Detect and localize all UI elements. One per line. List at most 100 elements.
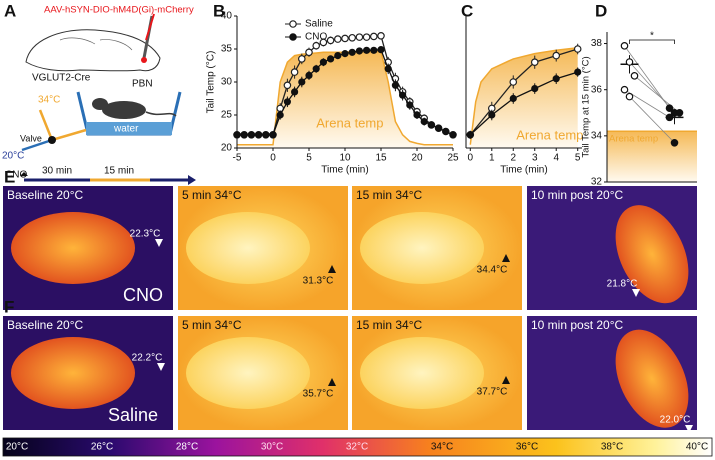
x-tick-label: 10	[339, 153, 351, 164]
panel-letter: E	[4, 167, 15, 186]
marker	[348, 48, 356, 56]
marker	[297, 55, 306, 63]
x-tick-label: 15	[375, 153, 387, 164]
x-tick-label: -5	[233, 153, 242, 164]
temp-reading: 31.3°C	[303, 276, 334, 287]
marker	[283, 81, 292, 90]
panel-letter: C	[461, 1, 473, 20]
panel-a: A AAV-hSYN-DIO-hM4D(Gi)-mCherry VGLUT2-C…	[2, 1, 196, 185]
y-tick-label: 30	[221, 77, 233, 88]
x-tick-label: 1	[489, 153, 495, 164]
arrowhead	[502, 376, 510, 384]
water-plate	[86, 122, 172, 135]
valve	[48, 136, 56, 144]
y-tick-label: 38	[591, 38, 603, 49]
marker	[355, 47, 363, 55]
marker	[319, 58, 327, 66]
phase2-label: 15 min	[104, 166, 134, 177]
y-tick-label: 20	[221, 143, 233, 154]
frame-title: 10 min post 20°C	[531, 188, 624, 202]
marker	[255, 131, 263, 139]
point	[665, 104, 674, 112]
mouse	[360, 337, 484, 409]
arrowhead	[155, 239, 163, 247]
mouse-tail	[145, 111, 177, 117]
marker	[449, 131, 457, 139]
colorbar-label: 30°C	[261, 442, 283, 453]
marker	[333, 35, 342, 43]
temp-reading: 22.3°C	[130, 229, 161, 240]
marker	[312, 41, 321, 50]
frame-title: 5 min 34°C	[182, 318, 242, 332]
x-tick-label: 4	[553, 153, 559, 164]
y-tick-label: 25	[221, 110, 233, 121]
marker	[290, 68, 299, 76]
frame-title: Baseline 20°C	[7, 318, 84, 332]
legend-marker	[289, 20, 297, 28]
pair-line	[629, 61, 675, 114]
mouse	[186, 212, 310, 284]
marker	[369, 32, 378, 41]
panel-letter: B	[213, 1, 225, 20]
arena-band	[607, 131, 697, 182]
marker	[488, 111, 496, 119]
marker	[355, 33, 364, 41]
marker	[573, 45, 582, 53]
marker	[406, 101, 414, 109]
marker	[413, 111, 421, 119]
marker	[552, 51, 561, 60]
y-tick-label: 40	[221, 11, 233, 22]
marker	[334, 51, 342, 60]
temp-reading: 37.7°C	[477, 387, 508, 398]
legend-label: Saline	[305, 19, 333, 30]
pair-line	[629, 96, 675, 144]
marker	[377, 46, 385, 54]
syringe-fill	[145, 13, 155, 41]
point	[620, 42, 629, 50]
mouse	[615, 329, 689, 428]
arena-area	[237, 51, 453, 148]
marker	[327, 55, 335, 63]
marker	[298, 78, 306, 86]
marker	[247, 131, 255, 139]
marker	[552, 75, 560, 83]
panel-letter: A	[4, 1, 16, 20]
drug-label: CNO	[5, 170, 27, 181]
y-tick-label: 34	[591, 130, 603, 141]
virus-label: AAV-hSYN-DIO-hM4D(Gi)-mCherry	[44, 5, 194, 16]
valve-label: Valve	[20, 133, 42, 143]
marker	[341, 34, 349, 43]
panel-letter: D	[595, 1, 607, 20]
point	[630, 72, 639, 80]
frame-title: 10 min post 20°C	[531, 318, 624, 332]
marker	[269, 131, 277, 139]
timeline-arrow	[188, 175, 196, 185]
colorbar-label: 34°C	[431, 442, 453, 453]
marker	[377, 31, 385, 40]
colorbar-label: 28°C	[176, 442, 198, 453]
marker	[283, 98, 291, 106]
marker	[326, 36, 335, 45]
marker	[291, 88, 299, 96]
colorbar-label: 38°C	[601, 442, 623, 453]
point	[670, 138, 679, 147]
marker	[305, 48, 313, 57]
mouse-head	[92, 98, 108, 110]
marker	[348, 33, 357, 42]
x-tick-label: 25	[447, 153, 459, 164]
marker	[466, 131, 474, 139]
marker	[363, 46, 371, 54]
mouse	[11, 212, 135, 284]
temp-reading: 34.4°C	[477, 265, 508, 276]
marker	[319, 38, 328, 47]
mouse	[11, 337, 135, 409]
legend-marker	[289, 33, 297, 41]
marker	[362, 33, 371, 41]
marker	[391, 81, 399, 89]
temp-reading: 35.7°C	[303, 389, 334, 400]
colorbar-label: 40°C	[686, 442, 708, 453]
arena-label: Arena temp	[609, 134, 658, 145]
colorbar-label: 20°C	[6, 442, 28, 453]
marker	[233, 131, 241, 139]
